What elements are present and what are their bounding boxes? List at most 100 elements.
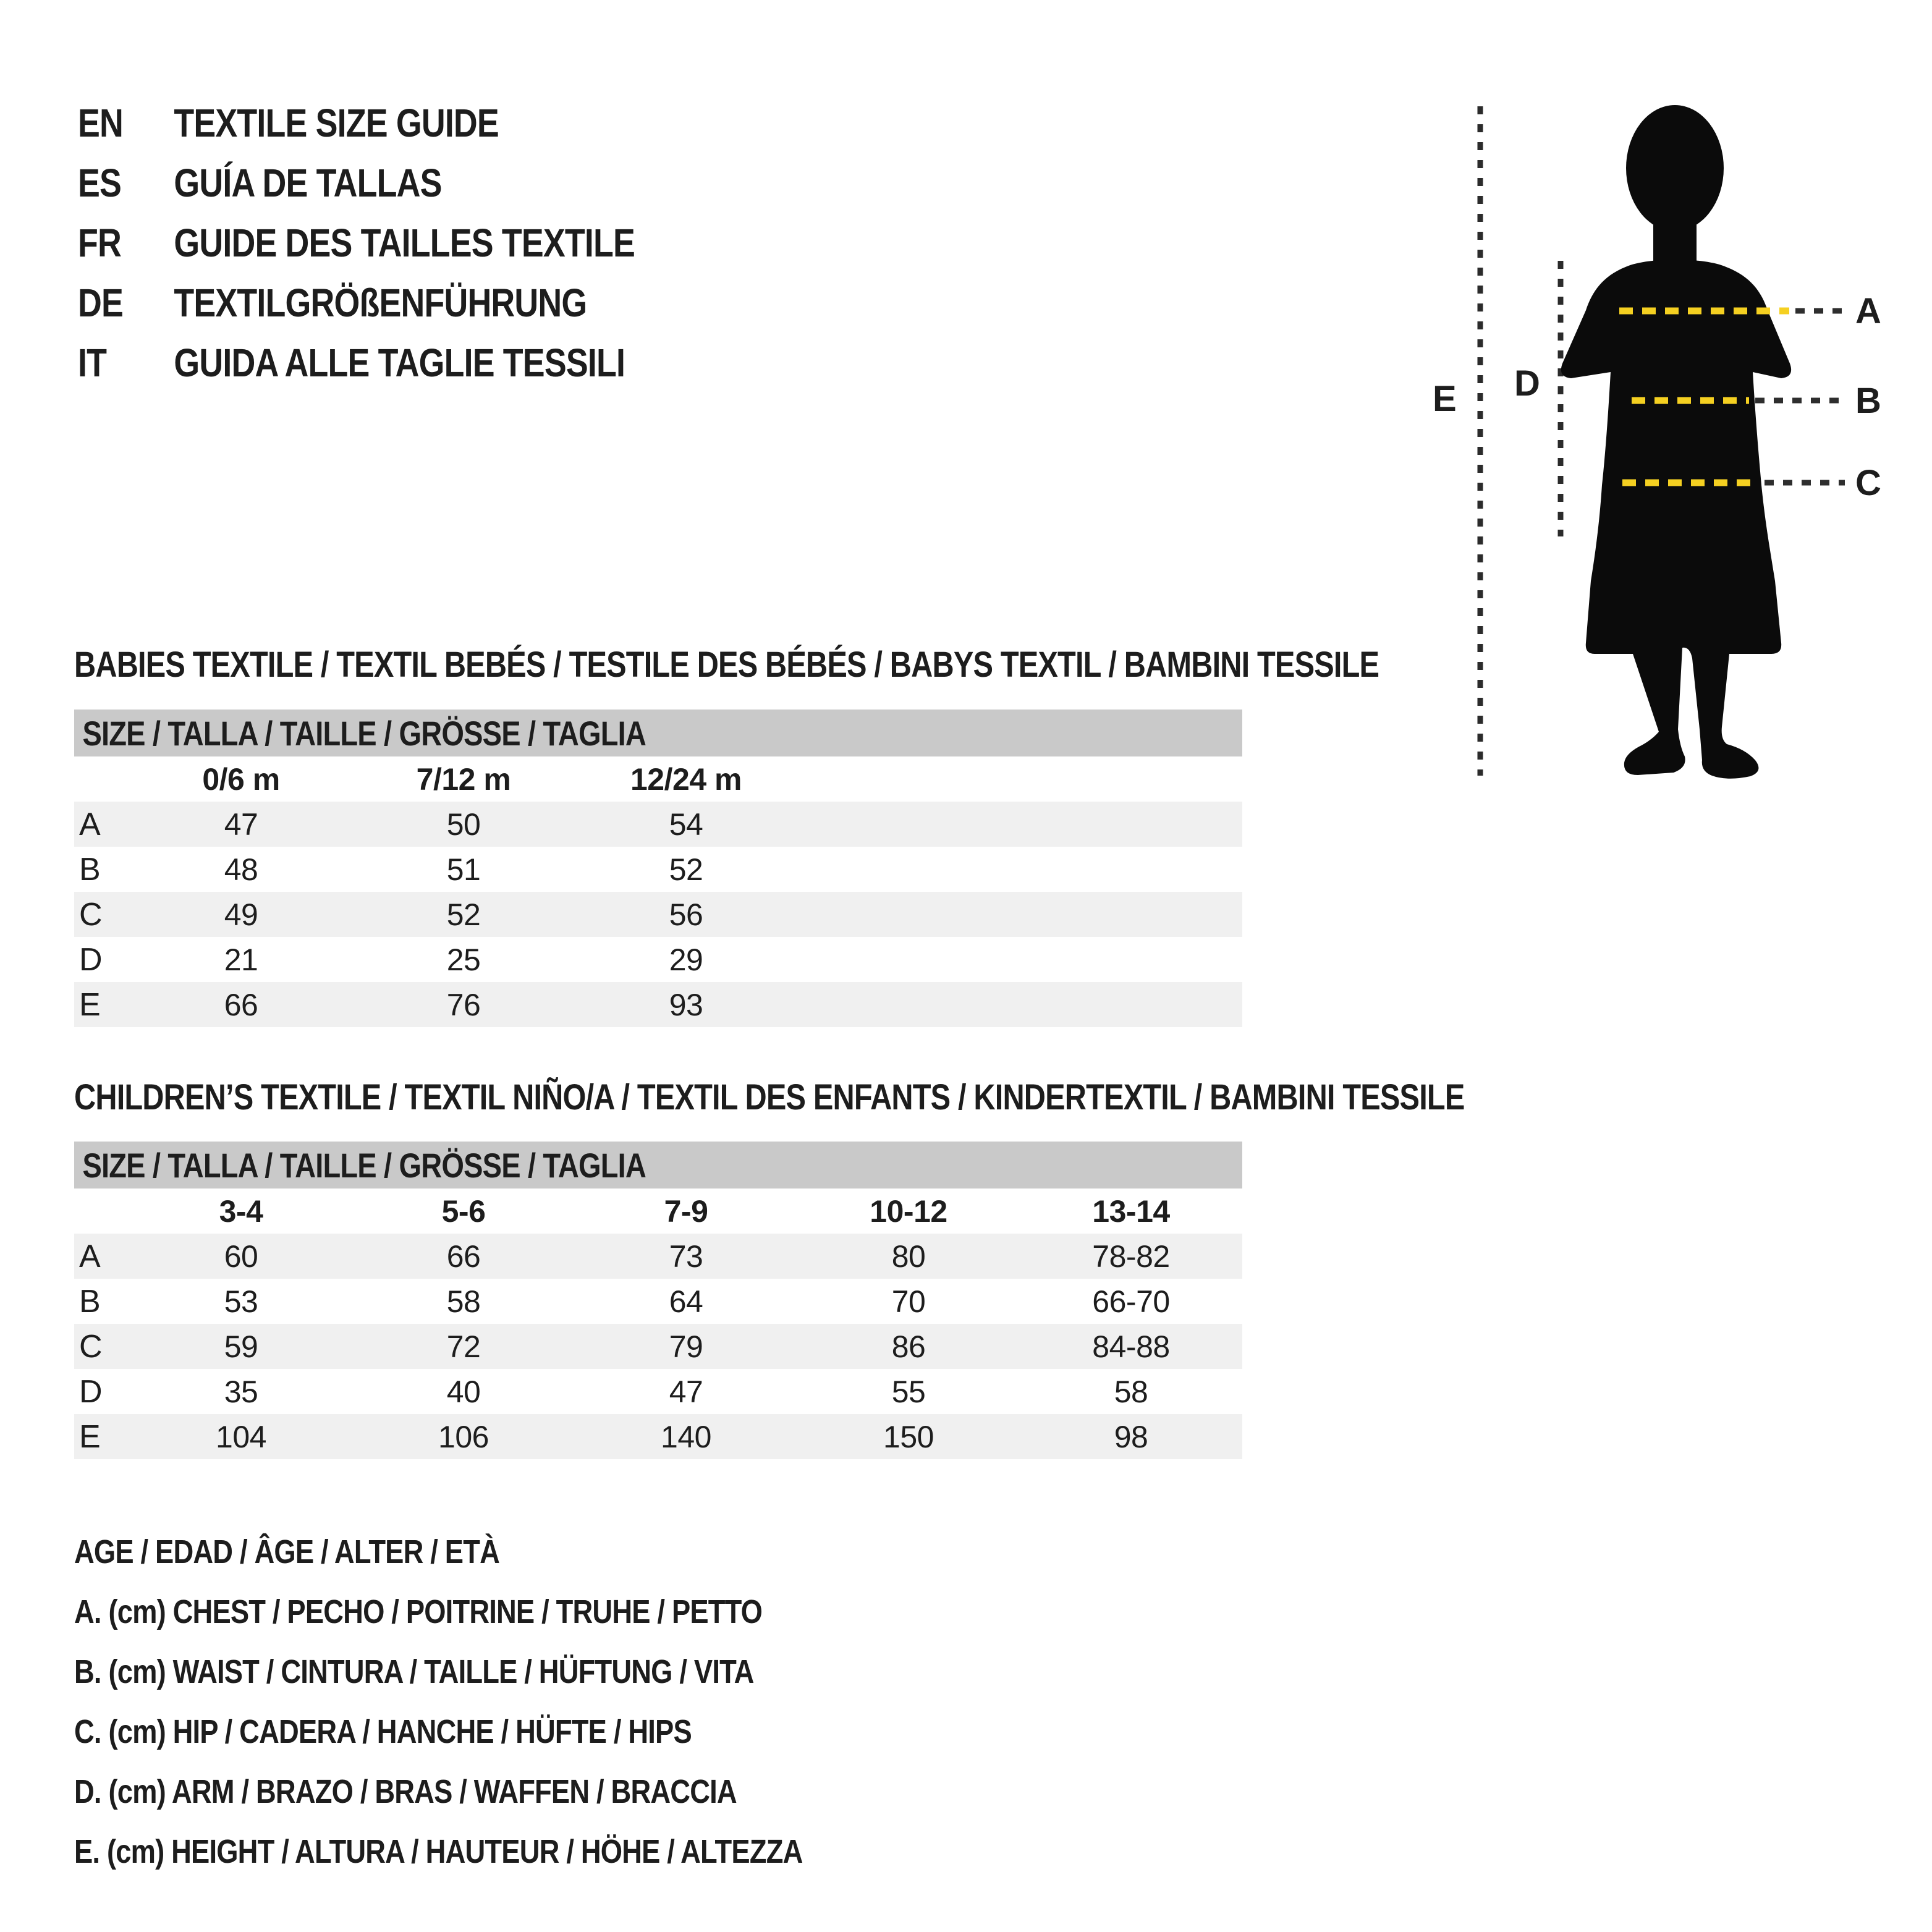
table-cell: 76: [446, 987, 481, 1022]
table-cell: 58: [446, 1284, 481, 1319]
row-label: D: [79, 941, 103, 978]
guide-title-es: GUÍA DE TALLAS: [174, 160, 442, 205]
table-cell: 84-88: [1092, 1329, 1170, 1364]
language-code: DE: [78, 280, 124, 325]
guide-title-de: TEXTILGRÖßENFÜHRUNG: [174, 280, 587, 325]
table-cell: 51: [446, 852, 481, 887]
table-cell: 47: [669, 1374, 703, 1409]
legend-arm: D. (cm) ARM / BRAZO / BRAS / WAFFEN / BR…: [74, 1773, 737, 1810]
size-header-label: SIZE / TALLA / TAILLE / GRÖSSE / TAGLIA: [82, 713, 646, 753]
children-col-7-9: 7-9: [664, 1193, 708, 1229]
babies-col-0-6m: 0/6 m: [202, 761, 280, 797]
row-label: C: [79, 896, 103, 933]
row-label: E: [79, 986, 101, 1023]
table-row-d: D 35 40 47 55 58: [74, 1369, 1242, 1414]
babies-col-7-12m: 7/12 m: [416, 761, 511, 797]
row-label: A: [79, 806, 101, 842]
table-cell: 79: [669, 1329, 703, 1364]
children-column-header-row: 3-4 5-6 7-9 10-12 13-14: [74, 1188, 1242, 1234]
language-row-es: ES GUÍA DE TALLAS: [78, 153, 635, 213]
table-cell: 52: [669, 852, 703, 887]
babies-col-12-24m: 12/24 m: [630, 761, 742, 797]
table-cell: 106: [438, 1419, 489, 1454]
table-row-e: E 104 106 140 150 98: [74, 1414, 1242, 1459]
table-cell: 55: [891, 1374, 926, 1409]
child-silhouette: [1561, 105, 1792, 779]
table-row-b: B 53 58 64 70 66-70: [74, 1279, 1242, 1324]
table-row-d: D 21 25 29: [74, 937, 1242, 982]
table-cell: 98: [1114, 1419, 1148, 1454]
children-col-5-6: 5-6: [441, 1193, 486, 1229]
table-cell: 66-70: [1092, 1284, 1170, 1319]
table-row-a: A 47 50 54: [74, 802, 1242, 847]
table-cell: 60: [224, 1239, 258, 1274]
figure-label-d: D: [1514, 363, 1540, 404]
babies-column-header-row: 0/6 m 7/12 m 12/24 m: [74, 756, 1242, 802]
language-title-block: EN TEXTILE SIZE GUIDE ES GUÍA DE TALLAS …: [78, 93, 635, 392]
table-cell: 40: [446, 1374, 481, 1409]
table-row-e: E 66 76 93: [74, 982, 1242, 1027]
legend-age: AGE / EDAD / ÂGE / ALTER / ETÀ: [74, 1533, 500, 1570]
table-cell: 50: [446, 807, 481, 842]
table-cell: 53: [224, 1284, 258, 1319]
children-col-3-4: 3-4: [219, 1193, 263, 1229]
table-cell: 21: [224, 942, 258, 977]
table-cell: 25: [446, 942, 481, 977]
table-cell: 58: [1114, 1374, 1148, 1409]
guide-title-fr: GUIDE DES TAILLES TEXTILE: [174, 220, 635, 265]
table-cell: 80: [891, 1239, 926, 1274]
row-label: E: [79, 1418, 101, 1455]
figure-label-b: B: [1855, 381, 1881, 421]
legend-hip: C. (cm) HIP / CADERA / HANCHE / HÜFTE / …: [74, 1713, 692, 1750]
language-code: EN: [78, 100, 124, 145]
language-code: IT: [78, 340, 107, 385]
babies-section-title: BABIES TEXTILE / TEXTIL BEBÉS / TESTILE …: [74, 645, 1379, 685]
child-measurement-figure: A B C D E: [1433, 105, 1881, 779]
table-cell: 64: [669, 1284, 703, 1319]
children-section-title: CHILDREN’S TEXTILE / TEXTIL NIÑO/A / TEX…: [74, 1077, 1465, 1117]
table-cell: 104: [216, 1419, 266, 1454]
language-code: ES: [78, 160, 122, 205]
babies-size-table: 0/6 m 7/12 m 12/24 m A 47 50 54 B 48 51 …: [74, 756, 1242, 1027]
figure-label-e: E: [1433, 379, 1457, 419]
table-cell: 49: [224, 897, 258, 932]
table-cell: 150: [883, 1419, 934, 1454]
table-cell: 66: [446, 1239, 481, 1274]
table-cell: 66: [224, 987, 258, 1022]
row-label: A: [79, 1238, 101, 1274]
table-cell: 78-82: [1092, 1239, 1170, 1274]
language-code: FR: [78, 220, 122, 265]
legend-height: E. (cm) HEIGHT / ALTURA / HAUTEUR / HÖHE…: [74, 1832, 803, 1870]
language-row-de: DE TEXTILGRÖßENFÜHRUNG: [78, 273, 635, 333]
table-cell: 93: [669, 987, 703, 1022]
table-cell: 56: [669, 897, 703, 932]
language-row-en: EN TEXTILE SIZE GUIDE: [78, 93, 635, 153]
children-col-10-12: 10-12: [870, 1193, 947, 1229]
table-cell: 73: [669, 1239, 703, 1274]
guide-title-en: TEXTILE SIZE GUIDE: [174, 100, 499, 145]
table-cell: 86: [891, 1329, 926, 1364]
measurement-legend: AGE / EDAD / ÂGE / ALTER / ETÀ A. (cm) C…: [74, 1522, 803, 1881]
guide-title-it: GUIDA ALLE TAGLIE TESSILI: [174, 340, 625, 385]
children-col-13-14: 13-14: [1092, 1193, 1170, 1229]
babies-size-header-bar: SIZE / TALLA / TAILLE / GRÖSSE / TAGLIA: [74, 710, 1242, 756]
table-cell: 72: [446, 1329, 481, 1364]
language-row-fr: FR GUIDE DES TAILLES TEXTILE: [78, 213, 635, 273]
table-cell: 47: [224, 807, 258, 842]
legend-chest: A. (cm) CHEST / PECHO / POITRINE / TRUHE…: [74, 1593, 763, 1630]
table-row-a: A 60 66 73 80 78-82: [74, 1234, 1242, 1279]
row-label: C: [79, 1328, 103, 1365]
row-label: D: [79, 1373, 103, 1410]
children-size-table: 3-4 5-6 7-9 10-12 13-14 A 60 66 73 80 78…: [74, 1188, 1242, 1459]
table-row-c: C 59 72 79 86 84-88: [74, 1324, 1242, 1369]
legend-waist: B. (cm) WAIST / CINTURA / TAILLE / HÜFTU…: [74, 1653, 754, 1690]
figure-label-c: C: [1855, 463, 1881, 503]
table-cell: 29: [669, 942, 703, 977]
row-label: B: [79, 851, 101, 888]
table-row-b: B 48 51 52: [74, 847, 1242, 892]
table-cell: 54: [669, 807, 703, 842]
table-row-c: C 49 52 56: [74, 892, 1242, 937]
table-cell: 59: [224, 1329, 258, 1364]
size-header-label: SIZE / TALLA / TAILLE / GRÖSSE / TAGLIA: [82, 1145, 646, 1185]
